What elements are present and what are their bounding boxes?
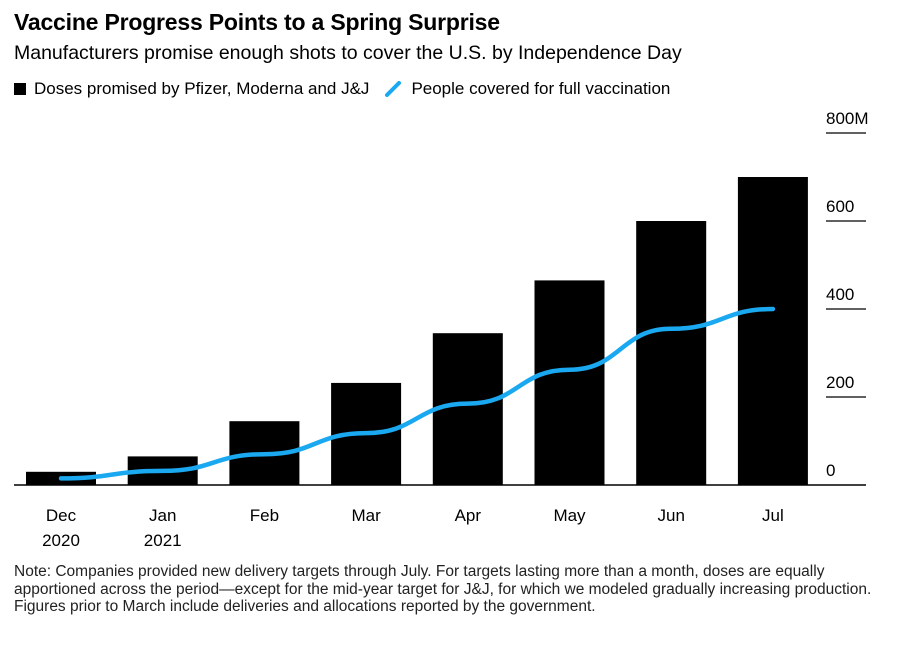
- legend: Doses promised by Pfizer, Moderna and J&…: [14, 79, 684, 99]
- x-tick-label-5: May: [553, 506, 586, 525]
- legend-swatch-people: [385, 81, 402, 97]
- y-tick-label-2: 400: [826, 285, 854, 304]
- chart-subtitle: Manufacturers promise enough shots to co…: [14, 42, 682, 64]
- bar-5: [534, 280, 605, 485]
- bar-7: [737, 177, 808, 485]
- bar-6: [636, 221, 707, 485]
- x-tick-label-1: Jan 2021: [144, 506, 182, 550]
- legend-swatch-doses: [14, 83, 26, 95]
- legend-label-doses: Doses promised by Pfizer, Moderna and J&…: [34, 79, 370, 98]
- x-tick-label-7: Jul: [762, 506, 784, 525]
- y-tick-label-3: 600: [826, 197, 854, 216]
- y-tick-label-0: 0: [826, 461, 835, 480]
- legend-label-people: People covered for full vaccination: [411, 79, 671, 98]
- x-tick-label-4: Apr: [455, 506, 482, 525]
- y-tick-label-1: 200: [826, 373, 854, 392]
- chart-title: Vaccine Progress Points to a Spring Surp…: [14, 9, 500, 35]
- x-tick-label-2: Feb: [250, 506, 279, 525]
- chart-note: Note: Companies provided new delivery ta…: [14, 563, 872, 615]
- x-tick-label-6: Jun: [657, 506, 684, 525]
- legend-item-people: People covered for full vaccination: [383, 79, 670, 99]
- x-tick-label-3: Mar: [351, 506, 381, 525]
- people-covered-line: [58, 306, 776, 481]
- legend-item-doses: Doses promised by Pfizer, Moderna and J&…: [14, 79, 369, 99]
- bar-4: [432, 333, 503, 485]
- y-tick-label-4: 800M: [826, 109, 869, 128]
- x-tick-label-0: Dec 2020: [42, 506, 80, 550]
